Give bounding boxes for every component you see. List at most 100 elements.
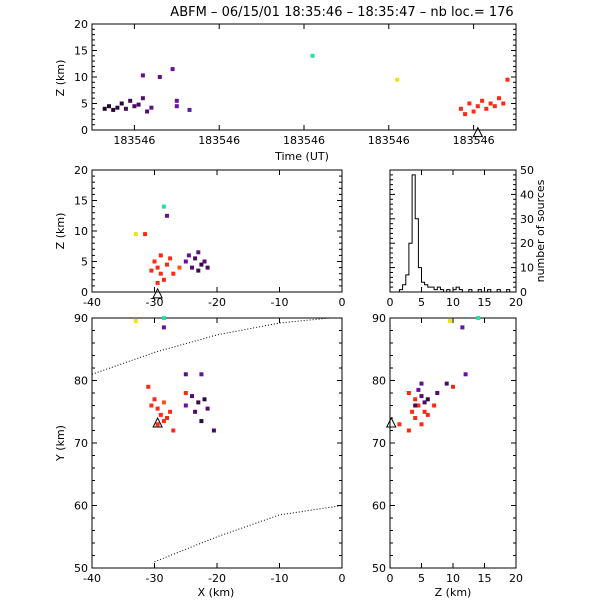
data-point <box>143 232 148 237</box>
x-tick-label: -10 <box>271 572 289 585</box>
y-tick-label: 30 <box>520 213 534 226</box>
data-point <box>488 101 493 106</box>
data-point <box>410 409 415 414</box>
data-point <box>190 394 194 399</box>
data-point <box>168 256 173 261</box>
data-point <box>193 409 198 414</box>
y-tick-label: 90 <box>74 312 88 325</box>
data-point <box>165 213 169 218</box>
data-point <box>158 412 163 417</box>
y-tick-label: 10 <box>74 225 88 238</box>
y-tick-label: 80 <box>372 375 386 388</box>
data-point <box>149 268 154 273</box>
data-point <box>161 400 166 405</box>
y-tick-label: 20 <box>74 164 88 177</box>
data-point <box>196 400 201 405</box>
x-tick-label: 20 <box>509 572 523 585</box>
y-tick-label: 80 <box>74 375 88 388</box>
x-tick-label: 10 <box>446 572 460 585</box>
data-point <box>413 403 418 408</box>
data-point <box>136 102 141 107</box>
data-point <box>111 107 116 112</box>
x-tick-label: 10 <box>446 296 460 309</box>
data-point <box>447 319 452 324</box>
x-tick-label: 5 <box>418 296 425 309</box>
data-point <box>463 372 468 377</box>
y-axis-label-count: number of sources <box>534 179 547 282</box>
y-tick-label: 50 <box>74 562 88 575</box>
data-point <box>501 101 506 106</box>
data-point <box>161 204 166 209</box>
x-tick-label: 183546 <box>453 134 495 147</box>
x-tick-label: -30 <box>146 296 164 309</box>
data-point <box>422 409 427 414</box>
data-point <box>395 77 400 82</box>
data-point <box>171 428 176 433</box>
y-tick-label: 15 <box>74 195 88 208</box>
x-tick-label: 183546 <box>113 134 155 147</box>
station-marker <box>472 126 484 138</box>
data-point <box>155 280 160 285</box>
x-tick-label: 0 <box>339 572 346 585</box>
data-point <box>199 262 204 267</box>
data-point <box>170 67 175 72</box>
x-tick-label: 0 <box>387 572 394 585</box>
data-point <box>183 403 188 408</box>
data-point <box>190 265 194 270</box>
data-point <box>196 268 201 273</box>
x-tick-label: -10 <box>271 296 289 309</box>
data-point <box>161 325 166 330</box>
x-tick-label: 183546 <box>198 134 240 147</box>
data-point <box>211 428 216 433</box>
x-tick-label: 15 <box>478 296 492 309</box>
data-point <box>174 98 179 103</box>
data-point <box>425 397 430 402</box>
data-point <box>168 409 173 414</box>
y-axis-label-y: Y (km) <box>54 425 67 462</box>
x-tick-label: 5 <box>418 572 425 585</box>
data-point <box>149 105 154 110</box>
data-point <box>199 419 204 424</box>
data-point <box>158 253 163 258</box>
panel-y-vs-z-frame <box>389 317 517 569</box>
data-point <box>202 397 207 402</box>
data-point <box>422 400 427 405</box>
data-point <box>133 232 138 237</box>
y-tick-label: 50 <box>372 562 386 575</box>
y-tick-label: 60 <box>372 500 386 513</box>
data-point <box>107 104 111 109</box>
data-point <box>205 406 210 411</box>
data-point <box>397 422 402 427</box>
x-axis-label-z: Z (km) <box>435 586 472 599</box>
range-curve <box>154 505 343 563</box>
data-point <box>186 253 191 258</box>
histogram-bar <box>398 174 511 293</box>
data-point <box>183 391 188 395</box>
y-tick-label: 70 <box>74 437 88 450</box>
data-point <box>152 259 157 264</box>
y-tick-label: 60 <box>74 500 88 513</box>
data-point <box>132 104 137 109</box>
x-tick-label: -40 <box>83 296 101 309</box>
y-tick-label: 20 <box>74 18 88 31</box>
data-point <box>471 109 476 114</box>
data-point <box>115 105 120 110</box>
data-point <box>205 265 210 270</box>
data-point <box>497 96 501 101</box>
data-point <box>161 419 166 424</box>
data-point <box>183 372 188 377</box>
y-tick-label: 10 <box>520 262 534 275</box>
x-tick-label: -40 <box>83 572 101 585</box>
y-tick-label: 5 <box>81 98 88 111</box>
data-point <box>458 106 463 111</box>
x-axis-label-x: X (km) <box>198 586 235 599</box>
data-point <box>419 422 424 427</box>
y-axis-label-z2: Z (km) <box>54 213 67 250</box>
data-point <box>444 381 449 386</box>
data-point <box>435 391 440 395</box>
data-point <box>406 428 411 433</box>
y-tick-label: 90 <box>372 312 386 325</box>
data-point <box>157 75 162 79</box>
panel-y-vs-x-frame <box>91 317 343 569</box>
x-tick-label: 0 <box>387 296 394 309</box>
